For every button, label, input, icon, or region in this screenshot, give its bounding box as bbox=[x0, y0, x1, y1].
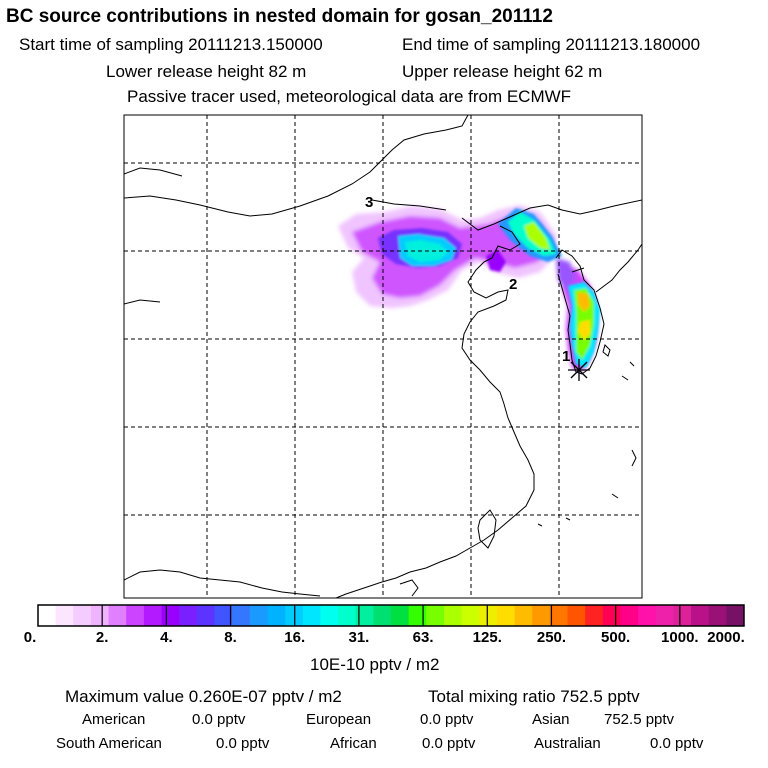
upper-release-label: Upper release height 62 m bbox=[402, 62, 603, 81]
colorbar-cell bbox=[55, 605, 74, 626]
colorbar-cell bbox=[249, 605, 268, 626]
maximum-value: Maximum value 0.260E-07 pptv / m2 bbox=[65, 687, 342, 706]
colorbar-cell bbox=[708, 605, 727, 626]
colorbar-tick-label: 500. bbox=[601, 629, 631, 646]
start-time-label: Start time of sampling 20111213.150000 bbox=[19, 35, 323, 54]
lower-release-label: Lower release height 82 m bbox=[106, 62, 307, 81]
colorbar-cell bbox=[391, 605, 410, 626]
colorbar-tick-label: 2. bbox=[95, 629, 109, 646]
region-value: 0.0 pptv bbox=[422, 735, 476, 752]
region-name: Asian bbox=[532, 711, 570, 728]
colorbar-cell bbox=[408, 605, 427, 626]
colorbar-cell bbox=[338, 605, 357, 626]
lat-lon-grid bbox=[124, 115, 642, 598]
colorbar-tick-label: 125. bbox=[472, 629, 502, 646]
colorbar-cell bbox=[320, 605, 339, 626]
region-value: 0.0 pptv bbox=[650, 735, 704, 752]
receptor-star-icon bbox=[568, 359, 590, 381]
region-name: Australian bbox=[534, 735, 601, 752]
colorbar-cell bbox=[143, 605, 162, 626]
source-label-1: 1 bbox=[562, 348, 570, 365]
total-mixing-ratio: Total mixing ratio 752.5 pptv bbox=[428, 687, 640, 706]
colorbar-tick-label: 2000. bbox=[707, 629, 745, 646]
region-name: European bbox=[306, 711, 372, 728]
colorbar-cell bbox=[373, 605, 392, 626]
colorbar-cell bbox=[585, 605, 604, 626]
colorbar-cell bbox=[532, 605, 551, 626]
colorbar-cell bbox=[443, 605, 462, 626]
region-name: American bbox=[82, 711, 146, 728]
colorbar-cell bbox=[655, 605, 674, 626]
colorbar-cell bbox=[108, 605, 127, 626]
region-name: African bbox=[330, 735, 377, 752]
colorbar-tick-label: 16. bbox=[284, 629, 306, 646]
colorbar-cell bbox=[355, 605, 374, 626]
region-value: 752.5 pptv bbox=[604, 711, 675, 728]
colorbar-cell bbox=[302, 605, 321, 626]
colorbar-cell bbox=[426, 605, 445, 626]
colorbar-cell bbox=[73, 605, 92, 626]
colorbar-cell bbox=[691, 605, 710, 626]
colorbar-tick-label: 31. bbox=[348, 629, 370, 646]
colorbar-cell bbox=[179, 605, 198, 626]
colorbar-cell bbox=[673, 605, 692, 626]
end-time-label: End time of sampling 20111213.180000 bbox=[402, 35, 701, 54]
region-name: South American bbox=[56, 735, 162, 752]
colorbar-tick-label: 63. bbox=[412, 629, 434, 646]
colorbar-tick-label: 0. bbox=[23, 629, 37, 646]
colorbar-cell bbox=[496, 605, 515, 626]
colorbar-cell bbox=[196, 605, 215, 626]
source-label-2: 2 bbox=[509, 276, 517, 293]
colorbar bbox=[37, 604, 745, 627]
colorbar-cell bbox=[567, 605, 586, 626]
colorbar-cell bbox=[90, 605, 109, 626]
colorbar-cell bbox=[214, 605, 233, 626]
colorbar-cell bbox=[232, 605, 251, 626]
colorbar-tick-label: 4. bbox=[160, 629, 173, 646]
colorbar-cell bbox=[461, 605, 480, 626]
colorbar-cell bbox=[161, 605, 180, 626]
colorbar-cell bbox=[267, 605, 286, 626]
colorbar-cell bbox=[638, 605, 657, 626]
colorbar-cell bbox=[602, 605, 621, 626]
colorbar-cell bbox=[726, 605, 745, 626]
colorbar-cell bbox=[620, 605, 639, 626]
concentration-plume bbox=[338, 205, 600, 372]
coastlines bbox=[124, 115, 642, 598]
colorbar-cell bbox=[549, 605, 568, 626]
colorbar-tick-label: 250. bbox=[536, 629, 567, 646]
colorbar-cell bbox=[479, 605, 498, 626]
colorbar-tick-label: 1000. bbox=[661, 629, 699, 646]
colorbar-unit: 10E-10 pptv / m2 bbox=[310, 655, 440, 674]
region-value: 0.0 pptv bbox=[216, 735, 270, 752]
map-frame bbox=[123, 114, 643, 599]
tracer-note: Passive tracer used, meteorological data… bbox=[127, 87, 572, 106]
colorbar-cell bbox=[514, 605, 533, 626]
source-label-3: 3 bbox=[365, 194, 373, 211]
map-title: BC source contributions in nested domain… bbox=[6, 6, 553, 27]
colorbar-cell bbox=[38, 605, 57, 626]
region-value: 0.0 pptv bbox=[192, 711, 246, 728]
colorbar-tick-label: 8. bbox=[224, 629, 237, 646]
colorbar-cell bbox=[126, 605, 145, 626]
colorbar-frame bbox=[37, 604, 745, 627]
colorbar-cell bbox=[285, 605, 304, 626]
region-value: 0.0 pptv bbox=[420, 711, 474, 728]
